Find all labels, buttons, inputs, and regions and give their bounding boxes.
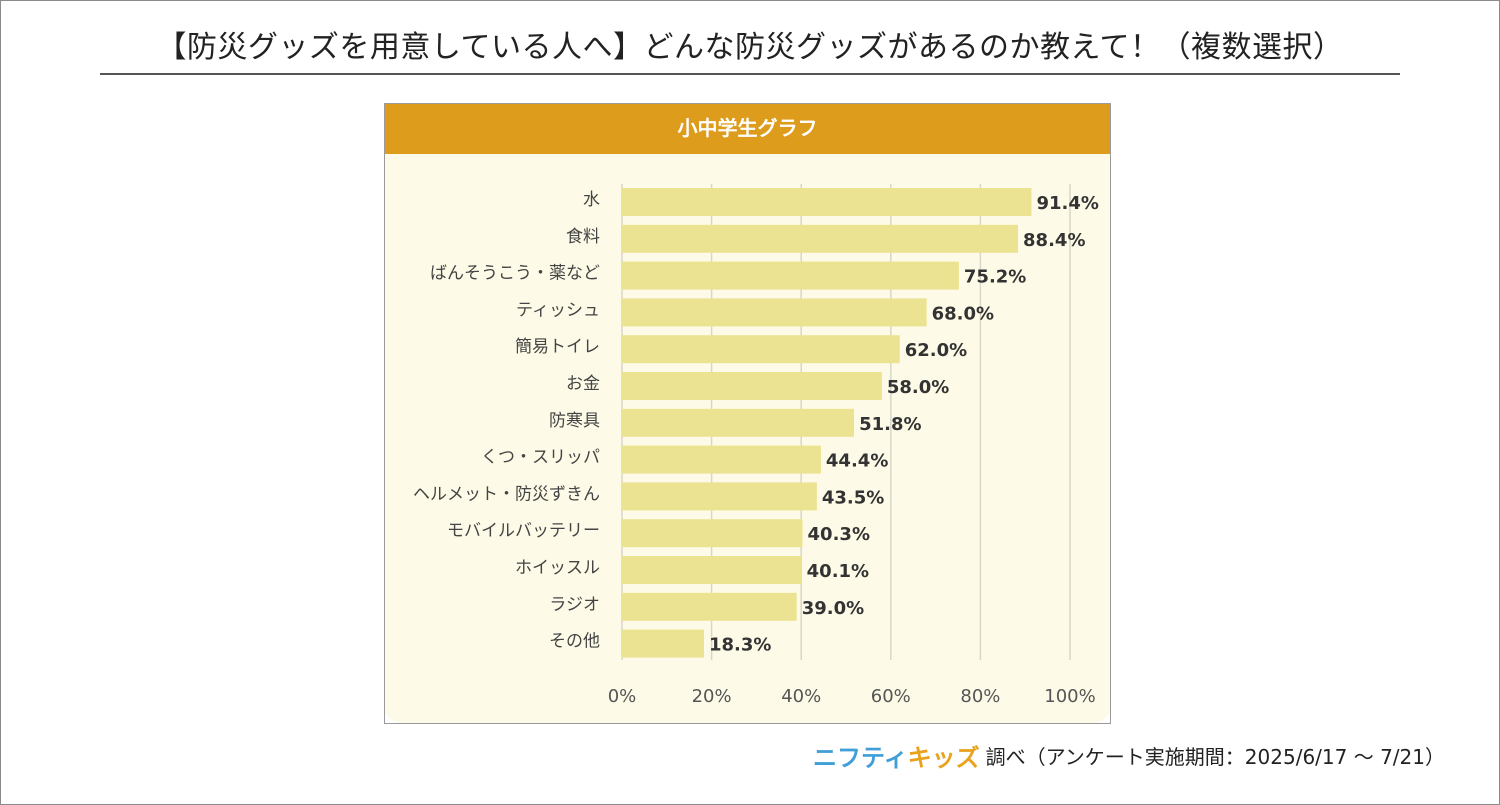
value-label-5: 58.0% xyxy=(887,377,949,398)
bar-11 xyxy=(622,592,797,621)
x-tick-label-3: 60% xyxy=(871,686,911,707)
value-label-6: 51.8% xyxy=(859,414,921,435)
bar-10 xyxy=(622,556,802,584)
bar-1 xyxy=(622,224,1019,253)
category-label-6: 防寒具 xyxy=(549,411,600,431)
value-label-4: 62.0% xyxy=(905,340,967,361)
bar-chart: 水 91.4% 食料 88.4% ばんそうこう・薬など 75.2% ティッシュ 68.0% 簡易… xyxy=(413,184,1099,707)
value-label-10: 40.1% xyxy=(807,561,869,582)
brand-logo: ニフティ キッズ xyxy=(813,738,980,773)
value-label-9: 40.3% xyxy=(808,524,870,545)
bar-4 xyxy=(622,335,900,364)
category-label-3: ティッシュ xyxy=(516,300,600,320)
value-label-11: 39.0% xyxy=(802,598,864,619)
bar-0 xyxy=(622,188,1032,216)
category-label-8: ヘルメット・防災ずきん xyxy=(413,484,600,504)
x-tick-label-4: 80% xyxy=(960,686,1000,707)
bar-2 xyxy=(622,261,959,290)
category-label-11: ラジオ xyxy=(549,595,600,615)
x-tick-label-1: 20% xyxy=(692,686,732,707)
survey-credit: ニフティ キッズ 調べ（アンケート実施期間：2025/6/17 ～ 7/21） xyxy=(813,738,1445,773)
chart-panel: 小中学生グラフ 水 91.4% 食料 88.4% ばんそうこう・薬など 75.2% ティッシ… xyxy=(384,103,1111,724)
category-label-1: 食料 xyxy=(566,227,600,247)
page-title: 【防災グッズを用意している人へ】どんな防災グッズがあるのか教えて！（複数選択） xyxy=(156,30,1344,65)
x-tick-label-2: 40% xyxy=(781,686,821,707)
bar-8 xyxy=(622,482,817,511)
value-label-12: 18.3% xyxy=(709,635,771,656)
brand-logo-part1: ニフティ xyxy=(813,744,908,772)
category-label-0: 水 xyxy=(583,190,600,210)
value-label-1: 88.4% xyxy=(1023,230,1085,251)
value-label-3: 68.0% xyxy=(932,303,994,324)
value-label-0: 91.4% xyxy=(1036,193,1098,214)
category-label-9: モバイルバッテリー xyxy=(447,521,600,541)
category-label-2: ばんそうこう・薬など xyxy=(430,264,600,284)
chart-title: 小中学生グラフ xyxy=(385,104,1110,154)
bar-12 xyxy=(622,629,704,658)
brand-logo-part2: キッズ xyxy=(907,744,980,772)
bar-9 xyxy=(622,519,803,548)
bar-5 xyxy=(622,372,882,400)
value-label-2: 75.2% xyxy=(964,267,1026,288)
category-label-7: くつ・スリッパ xyxy=(481,448,600,468)
category-label-4: 簡易トイレ xyxy=(515,337,600,357)
value-label-8: 43.5% xyxy=(822,487,884,508)
bar-7 xyxy=(622,445,821,474)
x-tick-label-5: 100% xyxy=(1044,686,1095,707)
x-tick-label-0: 0% xyxy=(608,686,637,707)
category-label-12: その他 xyxy=(549,632,600,652)
category-label-10: ホイッスル xyxy=(515,558,600,578)
category-label-5: お金 xyxy=(566,374,600,394)
title-underline xyxy=(100,73,1400,75)
value-label-7: 44.4% xyxy=(826,451,888,472)
credit-text: 調べ（アンケート実施期間：2025/6/17 ～ 7/21） xyxy=(985,745,1445,769)
bar-6 xyxy=(622,408,855,437)
bar-3 xyxy=(622,298,927,327)
